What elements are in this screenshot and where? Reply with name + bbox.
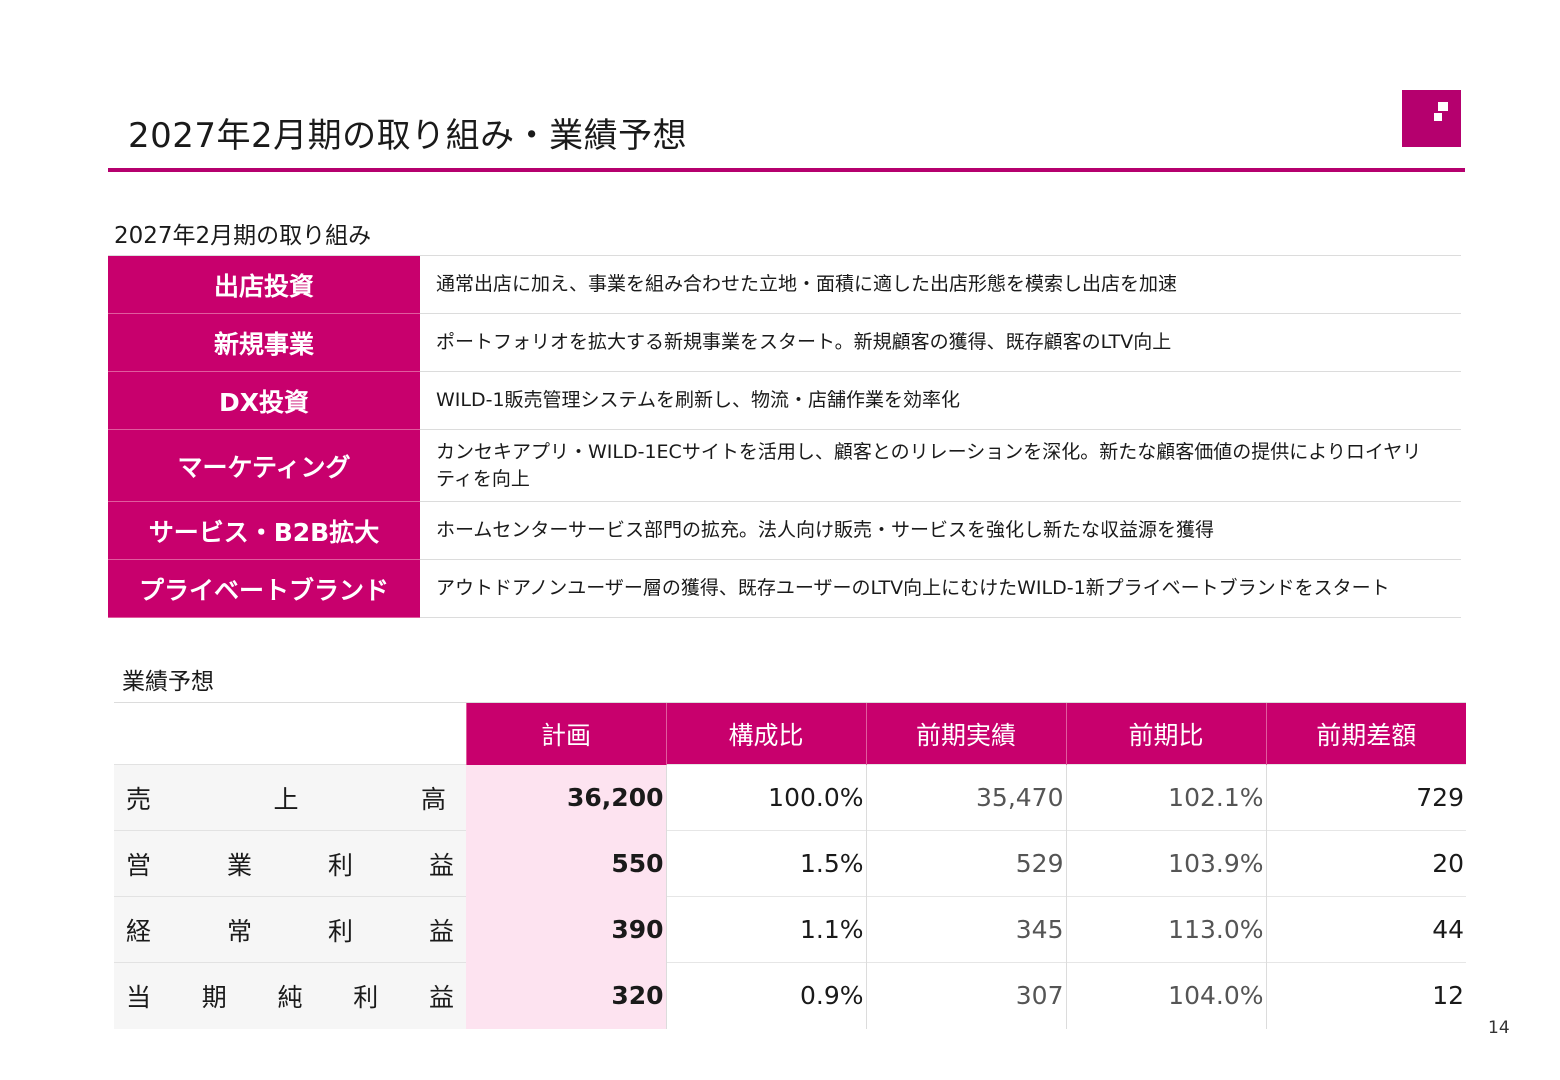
row-label-char: 利: [353, 982, 379, 1012]
initiatives-heading: 2027年2月期の取り組み: [114, 223, 372, 249]
initiative-label: プライベートブランド: [108, 560, 420, 618]
plan-value: 390: [466, 896, 666, 963]
row-label-char: 高: [420, 784, 446, 814]
initiative-label: サービス・B2B拡大: [108, 502, 420, 560]
table-row: 経 常 利 益 390 1.1% 345 113.0% 44: [114, 896, 1466, 963]
row-label-char: 期: [201, 982, 227, 1012]
page-title: 2027年2月期の取り組み・業績予想: [128, 116, 688, 156]
yoy-value: 103.9%: [1065, 830, 1266, 897]
row-label-char: 益: [428, 982, 454, 1012]
initiative-description: アウトドアノンユーザー層の獲得、既存ユーザーのLTV向上にむけたWILD-1新プ…: [436, 577, 1390, 599]
table-row: 営 業 利 益 550 1.5% 529 103.9% 20: [114, 830, 1466, 897]
yoy-value: 113.0%: [1065, 896, 1266, 963]
row-label: 当 期 純 利 益: [114, 962, 466, 1029]
column-header-diff: 前期差額: [1265, 702, 1466, 765]
diff-value: 44: [1265, 896, 1466, 963]
plan-value: 550: [466, 830, 666, 897]
prev-value: 307: [865, 962, 1066, 1029]
initiative-description: ポートフォリオを拡大する新規事業をスタート。新規顧客の獲得、既存顧客のLTV向上: [436, 331, 1172, 353]
diff-value: 20: [1265, 830, 1466, 897]
initiative-label: DX投資: [108, 372, 420, 430]
company-logo: [1402, 90, 1461, 147]
ratio-value: 1.5%: [665, 830, 866, 897]
initiative-row: プライベートブランド アウトドアノンユーザー層の獲得、既存ユーザーのLTV向上に…: [108, 560, 1461, 618]
row-label-char: 営: [126, 850, 152, 880]
title-divider: [108, 168, 1465, 172]
column-header-yoy: 前期比: [1065, 702, 1266, 765]
initiative-description: カンセキアプリ・WILD-1ECサイトを活用し、顧客とのリレーションを深化。新た…: [436, 440, 1422, 490]
initiative-label: マーケティング: [108, 430, 420, 502]
prev-value: 529: [865, 830, 1066, 897]
forecast-heading: 業績予想: [122, 669, 214, 695]
row-label-char: 経: [126, 916, 152, 946]
ratio-value: 0.9%: [665, 962, 866, 1029]
table-row: 売 上 高 36,200 100.0% 35,470 102.1% 729: [114, 764, 1466, 831]
row-label-char: 利: [327, 916, 353, 946]
diff-value: 12: [1265, 962, 1466, 1029]
prev-value: 35,470: [865, 764, 1066, 831]
row-label: 経 常 利 益: [114, 896, 466, 963]
row-label-char: 益: [428, 916, 454, 946]
plan-value: 320: [466, 962, 666, 1029]
initiative-row: DX投資 WILD-1販売管理システムを刷新し、物流・店舗作業を効率化: [108, 372, 1461, 430]
initiative-label: 出店投資: [108, 256, 420, 314]
row-label-char: 純: [277, 982, 303, 1012]
row-label: 営 業 利 益: [114, 830, 466, 897]
diff-value: 729: [1265, 764, 1466, 831]
initiative-description: WILD-1販売管理システムを刷新し、物流・店舗作業を効率化: [436, 389, 960, 411]
initiative-row: マーケティング カンセキアプリ・WILD-1ECサイトを活用し、顧客とのリレーシ…: [108, 430, 1461, 502]
column-header-ratio: 構成比: [665, 702, 866, 765]
initiative-description: ホームセンターサービス部門の拡充。法人向け販売・サービスを強化し新たな収益源を獲…: [436, 519, 1215, 541]
row-label-char: 売: [126, 784, 152, 814]
ratio-value: 1.1%: [665, 896, 866, 963]
initiative-label: 新規事業: [108, 314, 420, 372]
row-label-char: 益: [428, 850, 454, 880]
row-label-char: 当: [126, 982, 152, 1012]
column-header-plan: 計画: [465, 702, 666, 765]
column-header-prev: 前期実績: [865, 702, 1066, 765]
header-blank-cell: [114, 702, 466, 765]
plan-value: 36,200: [466, 764, 666, 831]
row-label-char: 上: [273, 784, 299, 814]
initiative-row: サービス・B2B拡大 ホームセンターサービス部門の拡充。法人向け販売・サービスを…: [108, 502, 1461, 560]
page-number: 14: [1488, 1018, 1510, 1038]
logo-square-mark: [1438, 102, 1448, 111]
row-label-char: 常: [226, 916, 252, 946]
initiative-row: 新規事業 ポートフォリオを拡大する新規事業をスタート。新規顧客の獲得、既存顧客の…: [108, 314, 1461, 372]
row-label-char: 業: [226, 850, 252, 880]
yoy-value: 102.1%: [1065, 764, 1266, 831]
initiative-description: 通常出店に加え、事業を組み合わせた立地・面積に適した出店形態を模索し出店を加速: [436, 273, 1178, 295]
initiative-row: 出店投資 通常出店に加え、事業を組み合わせた立地・面積に適した出店形態を模索し出…: [108, 256, 1461, 314]
ratio-value: 100.0%: [665, 764, 866, 831]
forecast-table: 計画 構成比 前期実績 前期比 前期差額 売 上 高 36,200 100.0%…: [114, 702, 1466, 1029]
prev-value: 345: [865, 896, 1066, 963]
initiatives-table: 出店投資 通常出店に加え、事業を組み合わせた立地・面積に適した出店形態を模索し出…: [108, 255, 1461, 618]
row-label-char: 利: [327, 850, 353, 880]
logo-square-mark: [1434, 113, 1442, 121]
row-label: 売 上 高: [114, 764, 466, 831]
table-row: 当 期 純 利 益 320 0.9% 307 104.0% 12: [114, 962, 1466, 1029]
yoy-value: 104.0%: [1065, 962, 1266, 1029]
